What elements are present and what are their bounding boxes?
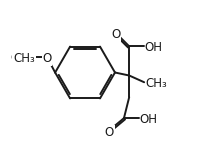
- Text: CH₃: CH₃: [13, 52, 35, 65]
- Text: CH₃–: CH₃–: [10, 53, 36, 63]
- Text: O: O: [42, 52, 52, 65]
- Text: O: O: [105, 126, 114, 139]
- Text: OH: OH: [145, 41, 163, 54]
- Text: O: O: [111, 28, 121, 41]
- Text: OH: OH: [139, 113, 157, 126]
- Text: CH₃: CH₃: [145, 77, 167, 90]
